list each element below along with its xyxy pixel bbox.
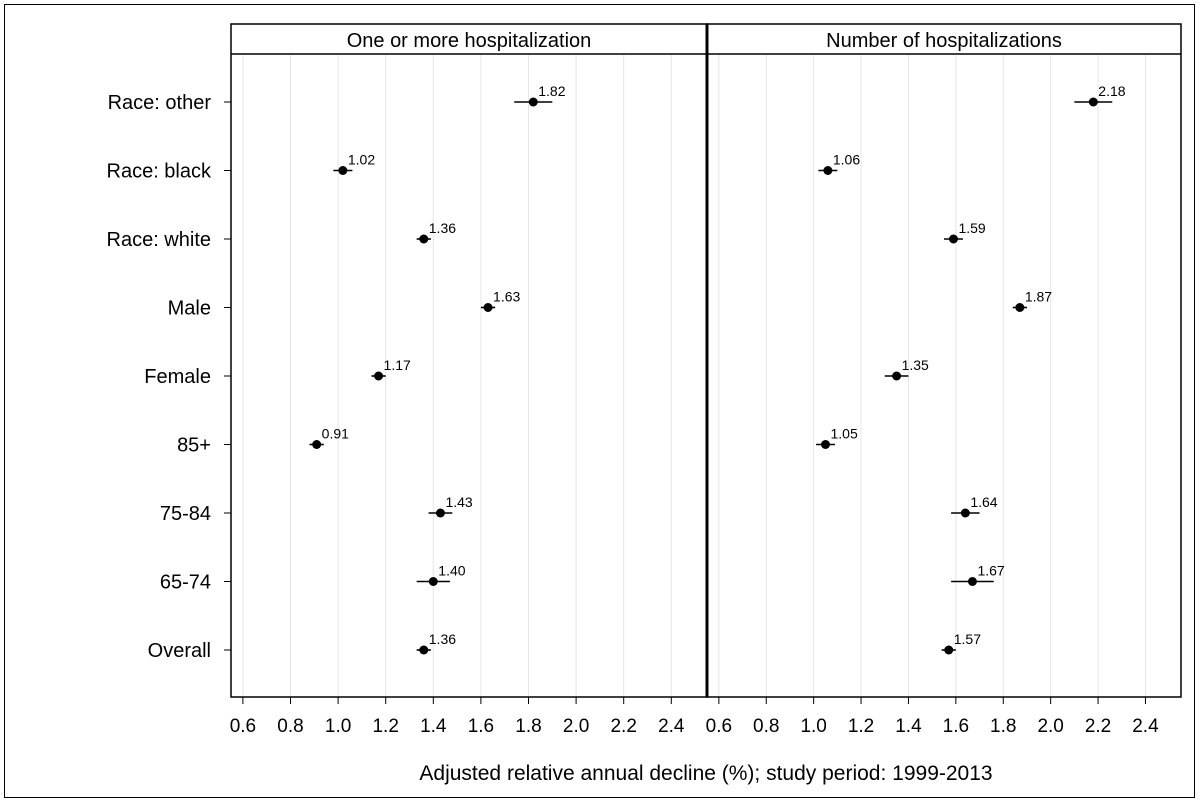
y-category-label: 65-74 [160,572,211,594]
point-marker [1015,303,1025,312]
data-label: 1.36 [429,631,456,647]
panel-border [230,23,708,698]
y-axis-category-labels: Race: other Race: black Race: white Male Fem… [107,92,231,662]
point-marker [374,371,384,381]
point-marker [967,577,977,586]
y-category-label: 75-84 [160,503,211,525]
grid-layer [242,54,1146,697]
x-tick-label: 0.6 [706,716,732,737]
point-marker [338,166,348,175]
y-category-label: Overall [148,640,211,662]
x-tick-label: 1.8 [990,716,1016,737]
y-category-label: Female [144,366,211,388]
data-label: 1.05 [831,426,858,442]
x-tick-label: 1.4 [895,716,922,737]
x-tick-label: 2.0 [563,716,589,737]
x-tick-label: 2.2 [610,716,636,737]
data-label: 1.67 [977,563,1004,579]
x-tick-label: 2.4 [1132,716,1159,737]
data-label: 1.35 [902,357,929,373]
point-marker [483,303,493,312]
point-marker [428,577,438,586]
point-marker [419,234,429,244]
x-axis-label: Adjusted relative annual decline (%); st… [419,762,992,785]
x-tick-label: 1.6 [468,716,494,737]
point-marker [944,645,954,655]
panel-title-number-of-hospitalizations: Number of hospitalizations [826,30,1062,52]
y-category-label: Race: black [107,161,212,183]
data-label: 2.18 [1098,83,1125,99]
point-marker [1088,97,1098,107]
data-label: 0.91 [322,426,349,442]
y-category-label: 85+ [177,435,211,457]
data-label: 1.82 [538,83,565,99]
data-label: 1.06 [833,152,860,168]
data-label: 1.40 [438,563,465,579]
y-category-label: Race: white [107,229,212,251]
x-axis-ticks: 0.6 0.8 1.0 1.2 1.4 1.6 1.8 2.0 2.2 2.4 0.6 0.8 1.0 1… [230,697,1159,737]
panel-frames [230,23,1182,698]
data-label: 1.64 [970,494,997,510]
x-tick-label: 1.0 [325,716,351,737]
point-marker [419,645,429,655]
y-category-label: Male [168,298,211,320]
data-marks: 1.82 1.02 1.36 1.63 1.17 0.91 1.43 1.40 1.36 2.18… [309,83,1126,655]
x-tick-label: 1.2 [848,716,874,737]
point-marker [528,97,538,107]
point-marker [821,440,830,449]
x-tick-label: 1.0 [800,716,826,737]
data-label: 1.02 [348,152,375,168]
x-tick-label: 1.8 [515,716,541,737]
point-marker [948,234,958,244]
data-label: 1.87 [1025,289,1052,305]
panel-border [706,23,1182,698]
x-tick-label: 0.8 [753,716,779,737]
point-marker [823,166,833,175]
data-label: 1.59 [958,220,985,236]
data-label: 1.36 [429,220,456,236]
data-label: 1.43 [445,494,472,510]
x-tick-label: 2.0 [1037,716,1063,737]
x-tick-label: 2.2 [1085,716,1111,737]
data-label: 1.63 [493,289,520,305]
x-tick-label: 0.8 [277,716,303,737]
x-tick-label: 1.2 [372,716,398,737]
x-tick-label: 2.4 [658,716,685,737]
x-tick-label: 0.6 [230,716,256,737]
x-tick-label: 1.4 [420,716,447,737]
chart-frame [4,4,1195,798]
point-marker [312,440,322,449]
data-label: 1.57 [954,631,981,647]
y-category-label: Race: other [108,92,212,114]
point-marker [892,371,902,381]
x-tick-label: 1.6 [943,716,969,737]
data-label: 1.17 [384,357,411,373]
panel-title-one-or-more-hospitalization: One or more hospitalization [347,30,592,52]
point-marker [960,508,970,518]
point-marker [435,508,445,518]
